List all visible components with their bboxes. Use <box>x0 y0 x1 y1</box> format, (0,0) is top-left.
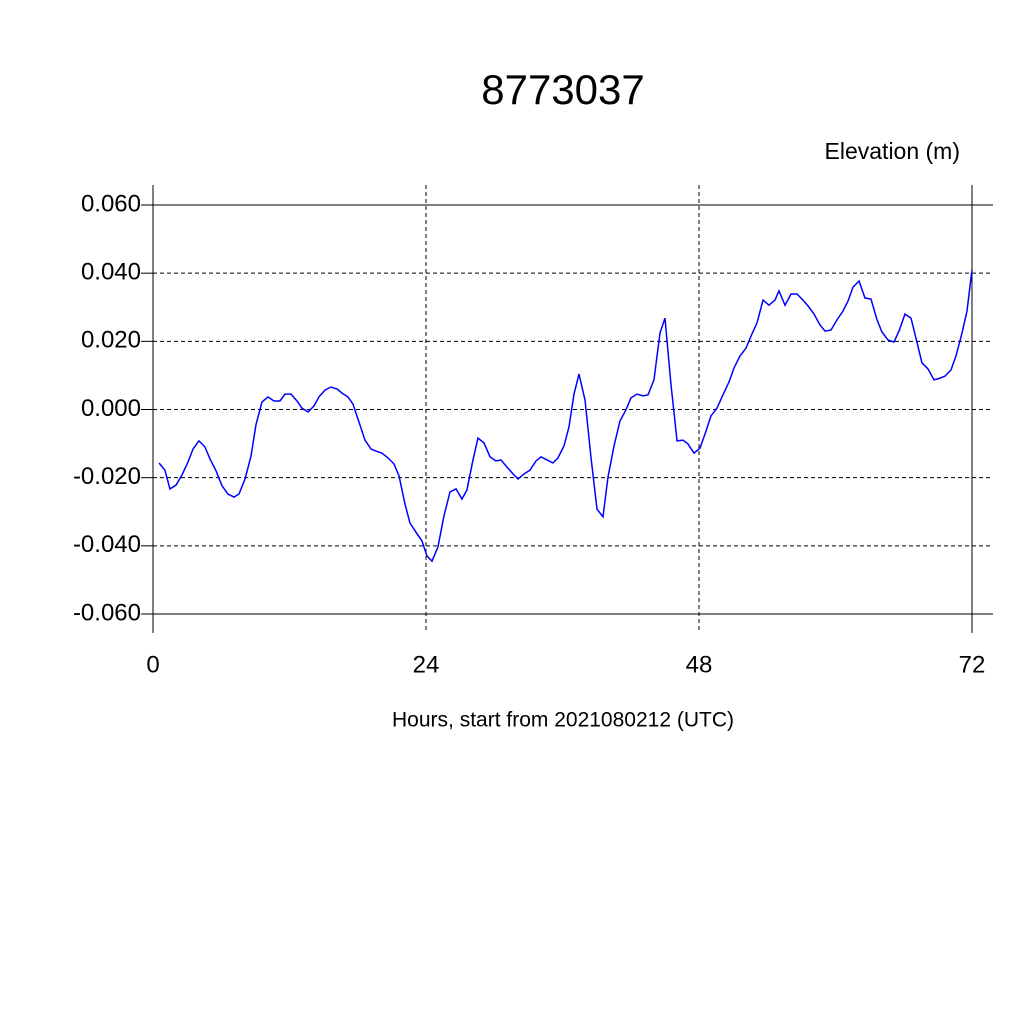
y-tick-label: 0.000 <box>81 395 141 422</box>
y-tick-label: -0.040 <box>73 531 141 558</box>
data-line <box>158 269 973 563</box>
y-tick-label: -0.020 <box>73 463 141 490</box>
y-tick-label: 0.020 <box>81 327 141 354</box>
y-tick-label: 0.060 <box>81 190 141 217</box>
x-axis-label: Hours, start from 2021080212 (UTC) <box>392 709 734 732</box>
x-tick-label: 48 <box>686 651 713 678</box>
y-tick-label: -0.060 <box>73 599 141 626</box>
x-tick-label: 24 <box>413 651 440 678</box>
x-tick-label: 0 <box>146 651 159 678</box>
x-tick-label: 72 <box>959 651 986 678</box>
chart-title: 8773037 <box>481 66 645 113</box>
y-tick-label: 0.040 <box>81 259 141 286</box>
y-axis-label: Elevation (m) <box>825 138 960 164</box>
